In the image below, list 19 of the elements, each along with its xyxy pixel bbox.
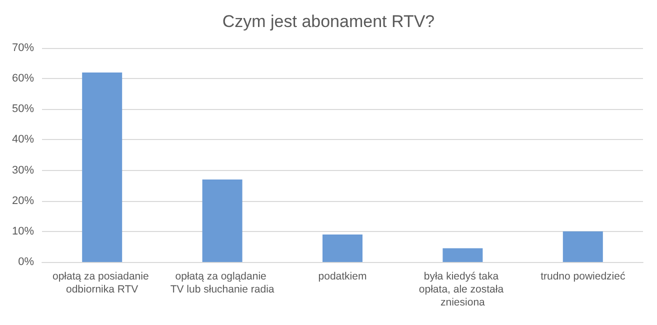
y-tick-label: 30% — [12, 164, 34, 176]
y-tick-label: 20% — [12, 194, 34, 207]
bar — [202, 179, 242, 262]
x-tick-label: trudno powiedzieć — [540, 270, 626, 282]
x-tick-label: była kiedyś taka opłata, ale została zniesiona — [418, 270, 506, 308]
bar — [442, 248, 483, 262]
bar — [562, 231, 603, 262]
x-tick-label: opłatą za posiadanie odbiornika RTV — [52, 270, 152, 296]
y-tick-label: 40% — [12, 134, 34, 146]
y-tick-label: 70% — [12, 42, 34, 54]
y-tick-label: 60% — [12, 72, 34, 85]
x-tick-label: opłatą za oglądanie TV lub słuchanie radia — [170, 270, 274, 296]
y-tick-label: 10% — [12, 225, 34, 238]
x-tick-label: podatkiem — [318, 270, 367, 282]
y-tick-label: 50% — [12, 103, 34, 116]
y-tick-label: 0% — [18, 256, 34, 268]
chart-title: Czym jest abonament RTV? — [222, 12, 435, 31]
bar — [82, 72, 122, 262]
bar — [322, 234, 362, 262]
